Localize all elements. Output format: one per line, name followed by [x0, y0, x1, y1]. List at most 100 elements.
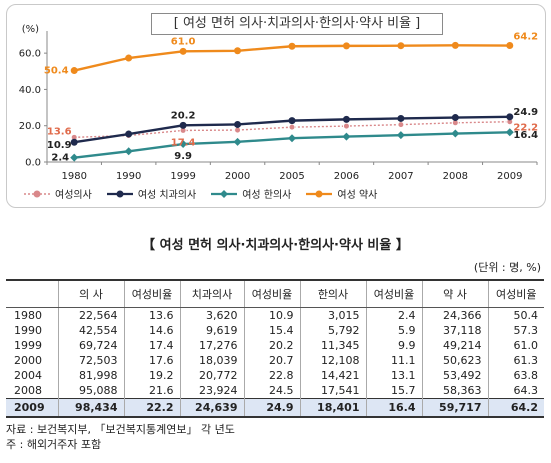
chart-title: [ 여성 면허 의사·치과의사·한의사·약사 비율 ] [151, 13, 443, 35]
data-point [70, 153, 79, 162]
table-cell: 49,214 [421, 338, 488, 353]
table-cell: 3,620 [179, 307, 244, 323]
data-point [505, 128, 514, 137]
table-row: 2008 95,088 21.6 23,924 24.5 17,541 15.7 58,363… [6, 383, 544, 399]
table-cell: 17.6 [123, 353, 180, 368]
header-cell: 한의사 [299, 279, 366, 308]
table-cell: 17,541 [299, 383, 366, 399]
y-tick-label: 0.0 [25, 158, 41, 169]
table-cell: 64.2 [487, 398, 544, 418]
legend-swatch [24, 190, 50, 197]
table-cell: 69,724 [57, 338, 124, 353]
table-cell: 18,401 [299, 398, 366, 418]
header-cell [6, 279, 58, 308]
data-label: 61.0 [171, 36, 196, 47]
table-cell: 37,118 [421, 323, 488, 338]
table-cell: 21.6 [123, 383, 180, 399]
data-point [451, 41, 459, 49]
table-cell: 72,503 [57, 353, 124, 368]
legend-label: 여성 한의사 [242, 190, 292, 201]
legend-item: 여성의사 [23, 186, 92, 201]
year-cell: 1980 [14, 309, 42, 322]
table-cell: 20.2 [243, 338, 300, 353]
y-tick-label: 60.0 [19, 49, 41, 60]
legend-item: 여성 한의사 [210, 186, 291, 201]
x-tick-label: 1990 [116, 171, 141, 182]
table-cell: 17,276 [179, 338, 244, 353]
table-cell: 5.9 [365, 323, 422, 338]
x-tick-label: 2000 [225, 171, 250, 182]
table-cell: 12,108 [299, 353, 366, 368]
data-point [342, 122, 350, 130]
table-title: 【 여성 면허 의사·치과의사·한의사·약사 비율 】 [142, 238, 409, 253]
table-cell: 14.6 [123, 323, 180, 338]
x-tick-label: 2009 [497, 171, 522, 182]
table-cell: 24,366 [421, 307, 488, 323]
table-cell: 59,717 [421, 398, 488, 418]
table-cell: 9.9 [365, 338, 422, 353]
year-cell: 2009 [6, 398, 58, 418]
data-label: 13.6 [47, 126, 72, 137]
table-cell: 18,039 [179, 353, 244, 368]
data-point [451, 129, 460, 138]
data-point [396, 131, 405, 140]
stats-table: 의 사 여성비율 치과의사 여성비율 한의사 여성비율 약 사 여성비율 198… [6, 279, 544, 418]
table-cell: 63.8 [487, 368, 544, 383]
year-cell: 1999 [14, 339, 42, 352]
table-row: 1980 22,564 13.6 3,620 10.9 3,015 2.4 24,366 50.… [6, 307, 544, 323]
table-cell: 13.6 [123, 307, 180, 323]
data-point [451, 114, 459, 122]
data-point [342, 132, 351, 141]
data-point [342, 42, 350, 50]
table-row: 1999 69,724 17.4 17,276 20.2 11,345 9.9 49,214 6… [6, 338, 544, 353]
legend-label: 여성 치과의사 [137, 190, 197, 201]
table-cell: 42,554 [57, 323, 124, 338]
table-cell: 50.4 [487, 307, 544, 323]
data-point [397, 114, 405, 122]
data-point [179, 140, 188, 149]
table-cell: 19.2 [123, 368, 180, 383]
y-axis-label: (%) [22, 24, 39, 35]
table-cell: 22.2 [123, 398, 180, 418]
data-point [342, 115, 350, 123]
year-cell: 2004 [14, 369, 42, 382]
footnote: 주 : 해외거주자 포함 [6, 438, 102, 451]
data-label: 17.4 [171, 137, 196, 148]
x-tick-label: 2008 [443, 171, 468, 182]
data-point [397, 121, 405, 129]
line-chart: (%) 0.0 20.0 40.0 60.0 1980 1990 1999 2000 2005 20… [19, 24, 538, 182]
x-tick-label: 2005 [279, 171, 304, 182]
table-cell: 13.1 [365, 368, 422, 383]
table-cell: 2.4 [365, 307, 422, 323]
data-point [506, 113, 514, 121]
unit-note: (단위 : 명, %) [473, 261, 541, 274]
table-cell: 23,924 [179, 383, 244, 399]
data-label: 50.4 [44, 66, 69, 77]
data-point [234, 47, 242, 55]
data-label: 22.2 [513, 123, 538, 134]
legend-swatch [306, 190, 333, 197]
source-note: 자료 : 보건복지부, 「보건복지통계연보」 각 년도 [6, 423, 235, 436]
header-cell: 의 사 [57, 279, 124, 308]
data-label: 2.4 [51, 153, 69, 164]
data-label: 20.2 [171, 110, 196, 121]
header-cell: 여성비율 [123, 279, 180, 308]
table-header-row: 의 사 여성비율 치과의사 여성비율 한의사 여성비율 약 사 여성비율 [6, 279, 544, 308]
header-cell: 약 사 [421, 279, 488, 308]
table-row: 2004 81,998 19.2 20,772 22.8 14,421 13.1 53,492… [6, 368, 544, 383]
data-point [124, 147, 133, 156]
table-cell: 16.4 [365, 398, 422, 418]
table-cell: 17.4 [123, 338, 180, 353]
x-tick-label: 2006 [334, 171, 359, 182]
data-point [179, 121, 187, 129]
x-tick-label: 1999 [170, 171, 195, 182]
legend-swatch [211, 189, 238, 198]
data-point [233, 137, 242, 146]
data-point [506, 42, 514, 50]
table-cell: 61.0 [487, 338, 544, 353]
data-point [288, 123, 296, 131]
legend-swatch [106, 190, 133, 197]
data-label: 9.9 [174, 151, 192, 162]
data-point [179, 47, 187, 55]
x-tick-label: 1980 [61, 171, 86, 182]
